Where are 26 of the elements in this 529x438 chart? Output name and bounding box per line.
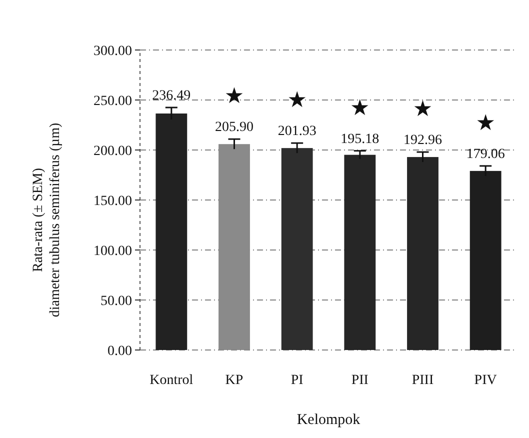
annotation: ★ <box>476 110 496 136</box>
y-tick-label: 300.00 <box>94 44 132 59</box>
y-tick-label: 200.00 <box>94 144 132 159</box>
data-label: 179.06 <box>466 146 505 162</box>
x-tick-label: Kontrol <box>150 373 194 388</box>
y-axis-title: Rata-rata (± SEM) diameter tubulus seminiferus (µm) <box>31 122 63 318</box>
y-tick-label: 250.00 <box>94 94 132 109</box>
y-tick-label: 50.00 <box>100 294 132 309</box>
x-tick-label: PII <box>351 373 369 388</box>
x-axis-title: Kelompok <box>296 412 361 428</box>
data-label: 205.90 <box>215 120 254 136</box>
data-label: 201.93 <box>278 124 316 140</box>
x-tick-label: KP <box>225 373 244 388</box>
data-label: 195.18 <box>340 132 380 147</box>
annotation: ★ <box>224 84 244 110</box>
y-tick-label: 150.00 <box>94 194 132 209</box>
x-tick-label: PIV <box>474 373 497 388</box>
annotation: ★ <box>287 88 307 114</box>
y-tick-label: 0.00 <box>108 344 132 359</box>
x-tick-label: PI <box>290 373 304 388</box>
annotation: ★ <box>350 96 370 121</box>
y-tick-label: 100.00 <box>94 244 132 259</box>
data-label: 236.49 <box>152 88 191 104</box>
data-label: 192.96 <box>404 133 442 148</box>
annotation: ★ <box>412 97 433 122</box>
x-tick-label: PIII <box>412 373 434 388</box>
